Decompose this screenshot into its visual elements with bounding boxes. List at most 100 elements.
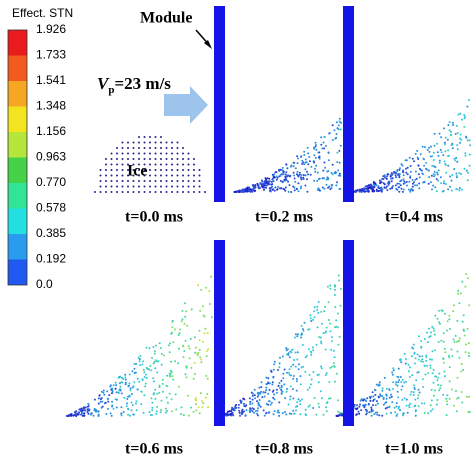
particle	[437, 383, 440, 386]
particle	[177, 362, 180, 365]
particle	[283, 368, 286, 371]
particle	[155, 413, 158, 415]
particle	[398, 190, 401, 193]
particle	[325, 410, 328, 413]
particle	[389, 174, 392, 177]
particle	[463, 167, 466, 170]
particle	[116, 174, 118, 177]
particle	[310, 378, 313, 381]
particle	[407, 363, 410, 366]
particle	[460, 370, 463, 373]
particle	[403, 381, 406, 384]
particle	[206, 377, 209, 380]
particle	[127, 169, 129, 171]
particle	[127, 395, 130, 398]
particle	[138, 147, 140, 149]
particle	[398, 406, 400, 409]
particle	[279, 356, 281, 359]
particle	[281, 355, 284, 358]
particle	[112, 407, 115, 410]
particle	[412, 343, 415, 346]
particle	[330, 336, 333, 339]
particle	[109, 412, 112, 415]
particle	[321, 322, 323, 325]
particle	[444, 351, 447, 354]
particle	[136, 377, 139, 380]
particle	[105, 185, 107, 188]
particle	[187, 152, 190, 155]
particle	[288, 412, 291, 415]
particle	[278, 382, 281, 384]
particle	[120, 414, 123, 417]
particle	[175, 408, 178, 411]
particle	[434, 375, 437, 378]
particle	[197, 406, 200, 409]
particle	[116, 147, 118, 149]
particle	[268, 382, 271, 385]
particle	[337, 410, 340, 413]
particle	[137, 356, 140, 359]
particle	[290, 365, 293, 368]
particle	[127, 141, 129, 144]
particle	[198, 339, 201, 342]
particle	[257, 187, 260, 190]
particle	[200, 358, 203, 361]
particle	[450, 348, 453, 351]
particle	[288, 184, 291, 187]
particle	[338, 279, 340, 282]
particle	[371, 391, 374, 394]
particle	[87, 405, 89, 408]
particle	[329, 284, 332, 287]
particle	[138, 185, 140, 188]
particle	[115, 406, 118, 409]
particle	[162, 354, 165, 357]
particle	[326, 285, 329, 288]
particle	[183, 322, 186, 325]
particle	[86, 411, 89, 414]
particle	[158, 386, 161, 389]
particle	[399, 184, 402, 187]
module-bar	[343, 240, 354, 426]
particle	[195, 396, 197, 399]
particle	[185, 376, 188, 379]
particle	[171, 163, 173, 166]
particle	[421, 358, 424, 361]
particle	[327, 170, 330, 172]
particle	[337, 343, 340, 346]
particle	[102, 391, 105, 394]
particle	[446, 394, 449, 397]
particle	[401, 385, 404, 388]
particle	[124, 383, 127, 386]
particle	[282, 187, 285, 190]
particle	[323, 136, 326, 138]
particle	[412, 347, 415, 350]
particle	[462, 314, 465, 317]
particle	[317, 402, 320, 405]
particle	[290, 191, 293, 193]
particle	[446, 329, 449, 332]
particle	[187, 180, 190, 182]
particle	[237, 403, 240, 406]
particle	[300, 155, 303, 158]
particle	[339, 304, 342, 307]
particle	[324, 348, 327, 351]
particle	[260, 183, 263, 186]
particle	[182, 174, 184, 177]
time-label: t=0.8 ms	[255, 441, 313, 458]
particle	[248, 186, 250, 189]
particle	[120, 376, 123, 379]
particle	[466, 171, 469, 174]
particle	[399, 359, 402, 362]
particle	[289, 385, 292, 388]
particle	[165, 180, 168, 182]
particle	[265, 386, 268, 389]
particle	[116, 185, 118, 188]
particle	[338, 335, 341, 338]
particle	[321, 147, 324, 150]
particle	[401, 170, 404, 173]
particle	[131, 370, 134, 373]
particle	[144, 373, 147, 376]
particle	[110, 191, 113, 193]
particle	[285, 347, 288, 350]
particle	[292, 161, 295, 164]
